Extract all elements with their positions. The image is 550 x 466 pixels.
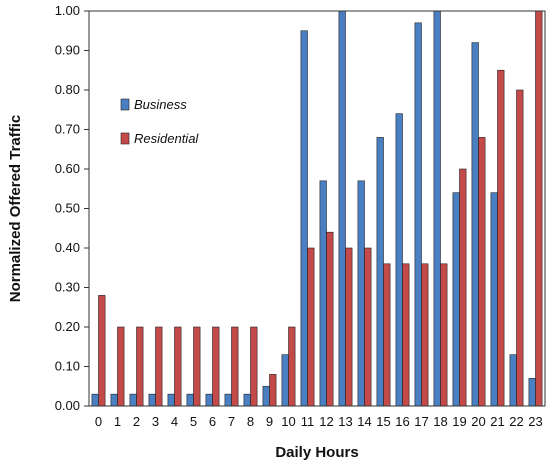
bar-business [414, 22, 422, 407]
bar-residential [421, 263, 429, 407]
bar-residential [193, 326, 201, 407]
bar-business [395, 113, 403, 407]
bar-business [452, 192, 460, 407]
bar-residential [497, 69, 505, 407]
y-tick-label: 0.70 [55, 122, 80, 137]
bar-residential [174, 326, 182, 407]
bar-residential [402, 263, 410, 407]
x-tick-label: 17 [414, 414, 428, 429]
y-tick-label: 0.40 [55, 240, 80, 255]
x-tick-label: 15 [376, 414, 390, 429]
bar-business [509, 354, 517, 407]
x-tick-label: 23 [528, 414, 542, 429]
legend-label-business: Business [134, 97, 187, 112]
bar-residential [459, 168, 467, 407]
legend-label-residential: Residential [134, 131, 199, 146]
x-tick-label: 0 [95, 414, 102, 429]
x-tick-label: 5 [190, 414, 197, 429]
bar-business [338, 10, 346, 407]
x-tick-label: 14 [357, 414, 371, 429]
bar-business [129, 393, 137, 407]
legend-swatch-residential [120, 132, 130, 145]
y-tick-label: 0.90 [55, 43, 80, 58]
bar-business [243, 393, 251, 407]
x-tick-label: 3 [152, 414, 159, 429]
bar-residential [440, 263, 448, 407]
bars [91, 10, 543, 407]
bar-business [167, 393, 175, 407]
x-tick-label: 18 [433, 414, 447, 429]
bar-business [319, 180, 327, 407]
y-axis-title: Normalized Offered Traffic [7, 115, 24, 303]
bar-business [300, 30, 308, 407]
bar-residential [364, 247, 372, 407]
bar-residential [212, 326, 220, 407]
legend: Business Residential [120, 97, 199, 146]
legend-swatch-business [120, 98, 130, 111]
bar-residential [383, 263, 391, 407]
bar-residential [307, 247, 315, 407]
x-tick-label: 10 [281, 414, 295, 429]
x-tick-label: 19 [452, 414, 466, 429]
x-tick-label: 16 [395, 414, 409, 429]
bar-business [91, 393, 99, 407]
bar-residential [98, 295, 106, 407]
bar-business [110, 393, 118, 407]
bar-residential [117, 326, 125, 407]
bar-business [471, 42, 479, 407]
bar-business [357, 180, 365, 407]
bar-business [205, 393, 213, 407]
bar-residential [478, 137, 486, 407]
x-axis-title: Daily Hours [275, 444, 358, 461]
y-tick-label: 0.30 [55, 280, 80, 295]
x-tick-label: 1 [114, 414, 121, 429]
bar-residential [288, 326, 296, 407]
bar-business [281, 354, 289, 407]
x-tick-label: 2 [133, 414, 140, 429]
bar-residential [516, 89, 524, 407]
x-tick-label: 11 [301, 414, 315, 429]
y-tick-label: 0.10 [55, 359, 80, 374]
bar-residential [269, 374, 277, 407]
plot-frame [88, 10, 546, 407]
bar-business [528, 378, 536, 407]
x-tick-label: 13 [338, 414, 352, 429]
y-axis-ticks: 0.00 0.10 0.20 0.30 0.40 0.50 0.60 0.70 0.80 0.90… [55, 3, 89, 413]
x-tick-label: 8 [247, 414, 254, 429]
bar-business [433, 10, 441, 407]
bar-business [186, 393, 194, 407]
bar-business [376, 137, 384, 407]
y-tick-label: 0.20 [55, 319, 80, 334]
bar-residential [155, 326, 163, 407]
x-tick-label: 9 [266, 414, 273, 429]
x-tick-label: 20 [471, 414, 485, 429]
bar-residential [535, 10, 543, 407]
y-tick-label: 0.60 [55, 161, 80, 176]
x-axis-ticks: 0 1 2 3 4 5 6 7 8 9 10 11 12 13 14 15 16 17 18 19 20 21 22 23 [95, 414, 543, 429]
x-tick-label: 4 [171, 414, 178, 429]
bar-business [224, 393, 232, 407]
y-tick-label: 1.00 [55, 3, 80, 18]
x-tick-label: 12 [319, 414, 333, 429]
bar-business [490, 192, 498, 407]
y-tick-label: 0.80 [55, 82, 80, 97]
y-tick-label: 0.00 [55, 398, 80, 413]
bar-residential [250, 326, 258, 407]
y-tick-label: 0.50 [55, 201, 80, 216]
bar-residential [326, 231, 334, 407]
bar-residential [136, 326, 144, 407]
bar-residential [345, 247, 353, 407]
x-tick-label: 6 [209, 414, 216, 429]
bar-business [262, 385, 270, 407]
bar-business [148, 393, 156, 407]
bar-residential [231, 326, 239, 407]
x-tick-label: 22 [509, 414, 523, 429]
x-tick-label: 21 [490, 414, 504, 429]
x-tick-label: 7 [228, 414, 235, 429]
